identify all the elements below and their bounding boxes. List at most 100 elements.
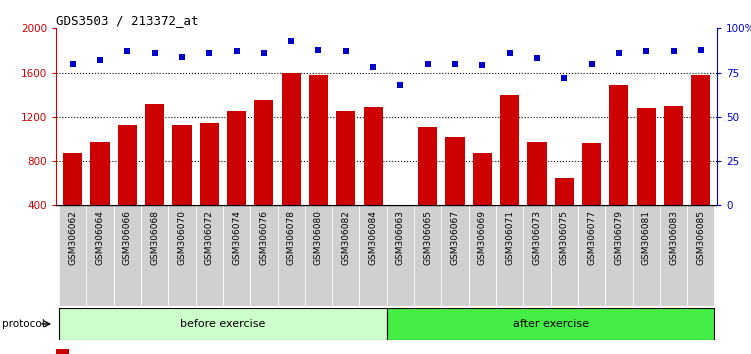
Text: GSM306062: GSM306062: [68, 210, 77, 265]
Text: GSM306070: GSM306070: [177, 210, 186, 266]
Bar: [496, 205, 523, 306]
Point: [504, 50, 516, 56]
Text: GSM306068: GSM306068: [150, 210, 159, 266]
Text: GSM306063: GSM306063: [396, 210, 405, 266]
Bar: [278, 205, 305, 306]
Point: [122, 48, 134, 54]
Point: [422, 61, 434, 67]
Bar: [632, 205, 660, 306]
Point: [339, 48, 351, 54]
Text: GSM306082: GSM306082: [341, 210, 350, 265]
Bar: [609, 85, 629, 205]
Point: [204, 50, 216, 56]
Point: [531, 56, 543, 61]
Text: GSM306085: GSM306085: [696, 210, 705, 266]
Bar: [555, 178, 574, 205]
Bar: [195, 205, 223, 306]
Point: [285, 38, 297, 44]
Text: GSM306084: GSM306084: [369, 210, 378, 265]
Text: GSM306083: GSM306083: [669, 210, 678, 266]
Bar: [605, 205, 632, 306]
Bar: [255, 100, 273, 205]
Bar: [59, 205, 86, 306]
Bar: [442, 205, 469, 306]
Point: [586, 61, 598, 67]
Point: [176, 54, 188, 59]
Bar: [336, 111, 355, 205]
Bar: [200, 124, 219, 205]
Point: [613, 50, 625, 56]
Text: GSM306073: GSM306073: [532, 210, 541, 266]
Text: GSM306069: GSM306069: [478, 210, 487, 266]
Bar: [523, 205, 550, 306]
Bar: [363, 107, 383, 205]
Bar: [86, 205, 113, 306]
Point: [640, 48, 652, 54]
Point: [67, 61, 79, 67]
Bar: [305, 205, 332, 306]
Text: before exercise: before exercise: [180, 319, 266, 329]
Bar: [59, 308, 387, 340]
Bar: [173, 125, 192, 205]
Text: GSM306077: GSM306077: [587, 210, 596, 266]
Bar: [469, 205, 496, 306]
Bar: [578, 205, 605, 306]
Text: GSM306071: GSM306071: [505, 210, 514, 266]
Point: [449, 61, 461, 67]
Bar: [418, 127, 437, 205]
Text: GSM306066: GSM306066: [123, 210, 132, 266]
Bar: [582, 143, 601, 205]
Bar: [223, 205, 250, 306]
Bar: [414, 205, 442, 306]
Point: [668, 48, 680, 54]
Text: GSM306067: GSM306067: [451, 210, 460, 266]
Bar: [664, 106, 683, 205]
Point: [149, 50, 161, 56]
Bar: [113, 205, 141, 306]
Bar: [282, 73, 300, 205]
Bar: [56, 349, 70, 354]
Point: [258, 50, 270, 56]
Text: GDS3503 / 213372_at: GDS3503 / 213372_at: [56, 14, 199, 27]
Bar: [387, 308, 714, 340]
Point: [94, 57, 106, 63]
Point: [367, 64, 379, 70]
Text: GSM306080: GSM306080: [314, 210, 323, 266]
Text: after exercise: after exercise: [513, 319, 589, 329]
Bar: [550, 205, 578, 306]
Text: GSM306078: GSM306078: [287, 210, 296, 266]
Bar: [227, 111, 246, 205]
Bar: [90, 142, 110, 205]
Bar: [63, 153, 83, 205]
Point: [476, 63, 488, 68]
Bar: [473, 153, 492, 205]
Point: [312, 47, 324, 52]
Point: [558, 75, 570, 81]
Bar: [141, 205, 168, 306]
Text: protocol: protocol: [2, 319, 44, 329]
Bar: [500, 95, 519, 205]
Point: [394, 82, 406, 88]
Bar: [687, 205, 714, 306]
Bar: [527, 142, 547, 205]
Bar: [168, 205, 195, 306]
Bar: [445, 137, 465, 205]
Bar: [332, 205, 360, 306]
Bar: [309, 75, 328, 205]
Bar: [250, 205, 278, 306]
Point: [231, 48, 243, 54]
Bar: [145, 104, 164, 205]
Point: [695, 47, 707, 52]
Text: GSM306075: GSM306075: [559, 210, 569, 266]
Bar: [691, 75, 710, 205]
Text: GSM306065: GSM306065: [424, 210, 433, 266]
Bar: [637, 108, 656, 205]
Text: GSM306072: GSM306072: [205, 210, 214, 265]
Text: GSM306076: GSM306076: [259, 210, 268, 266]
Text: GSM306079: GSM306079: [614, 210, 623, 266]
Text: GSM306064: GSM306064: [95, 210, 104, 265]
Text: GSM306081: GSM306081: [641, 210, 650, 266]
Bar: [391, 205, 410, 246]
Bar: [118, 125, 137, 205]
Text: GSM306074: GSM306074: [232, 210, 241, 265]
